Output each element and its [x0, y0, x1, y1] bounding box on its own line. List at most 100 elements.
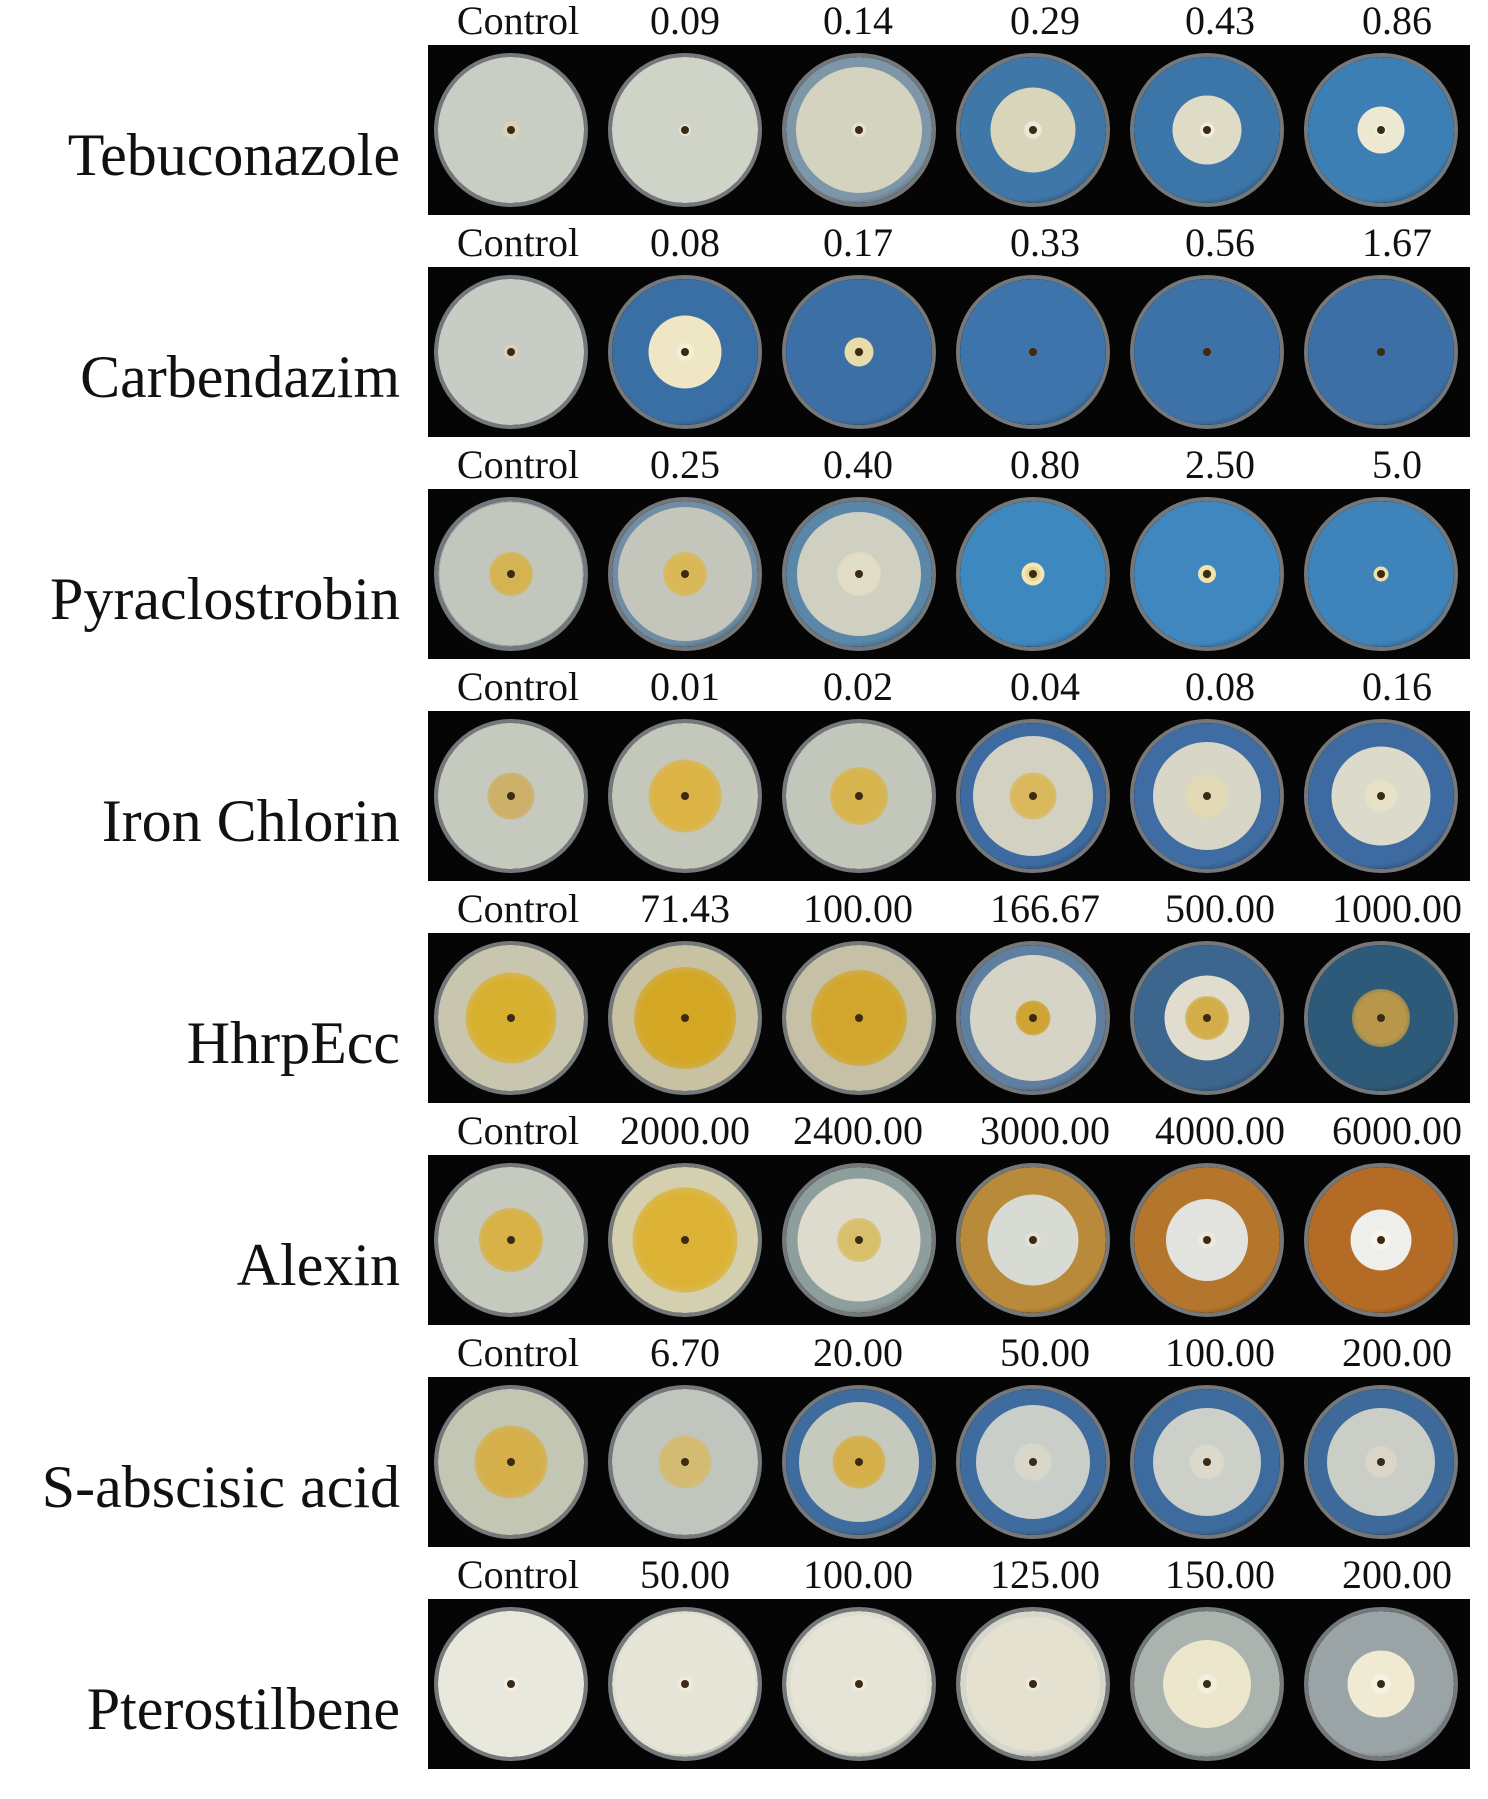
inoculum-plug	[1377, 126, 1385, 134]
petri-dish	[434, 1607, 588, 1761]
concentration-label: 0.29	[1010, 0, 1080, 43]
petri-dish	[1130, 941, 1284, 1095]
concentration-label: 0.08	[1185, 664, 1255, 709]
concentration-label: 100.00	[803, 1552, 913, 1597]
inoculum-plug	[1203, 1014, 1211, 1022]
concentration-label: 0.33	[1010, 220, 1080, 265]
petri-dish	[608, 719, 762, 873]
concentration-label: 0.04	[1010, 664, 1080, 709]
inoculum-plug	[1029, 1458, 1037, 1466]
plate-strip	[428, 45, 1470, 215]
inoculum-plug	[507, 1458, 515, 1466]
petri-dish	[1304, 497, 1458, 651]
inoculum-plug	[855, 1014, 863, 1022]
petri-dish	[782, 941, 936, 1095]
petri-dish	[956, 497, 1110, 651]
petri-dish	[1304, 1385, 1458, 1539]
petri-dish	[956, 53, 1110, 207]
petri-dish	[782, 275, 936, 429]
inoculum-plug	[507, 792, 515, 800]
inoculum-plug	[507, 348, 515, 356]
plate-row: Control 0.25 0.40 0.80 2.50 5.0 Pyraclostrobin	[0, 444, 1488, 666]
concentration-label: 0.25	[650, 442, 720, 487]
inoculum-plug	[855, 348, 863, 356]
petri-dish	[782, 719, 936, 873]
concentration-label: 0.08	[650, 220, 720, 265]
inoculum-plug	[1377, 1014, 1385, 1022]
plate-row: Control 71.43 100.00 166.67 500.00 1000.00 Hhr…	[0, 888, 1488, 1110]
petri-dish	[782, 1385, 936, 1539]
agent-label: Alexin	[236, 1232, 400, 1298]
petri-dish	[1304, 275, 1458, 429]
inoculum-plug	[1203, 1236, 1211, 1244]
concentration-label: 100.00	[1165, 1330, 1275, 1375]
concentration-label: 2000.00	[620, 1108, 750, 1153]
concentration-label: 2400.00	[793, 1108, 923, 1153]
concentration-label: 0.01	[650, 664, 720, 709]
plate-row: Control 0.08 0.17 0.33 0.56 1.67 Carbendazim	[0, 222, 1488, 444]
concentration-label: 6.70	[650, 1330, 720, 1375]
petri-dish	[1304, 53, 1458, 207]
plate-strip	[428, 267, 1470, 437]
inoculum-plug	[1377, 1458, 1385, 1466]
inoculum-plug	[681, 1680, 689, 1688]
plate-row: Control 2000.00 2400.00 3000.00 4000.00 6000.…	[0, 1110, 1488, 1332]
agent-label: Pyraclostrobin	[50, 566, 400, 632]
petri-dish	[782, 1607, 936, 1761]
inoculum-plug	[681, 1458, 689, 1466]
inoculum-plug	[1203, 1458, 1211, 1466]
petri-dish	[956, 719, 1110, 873]
plate-row: Control 50.00 100.00 125.00 150.00 200.00 Pter…	[0, 1554, 1488, 1776]
petri-dish	[434, 719, 588, 873]
agent-label: HhrpEcc	[186, 1010, 400, 1076]
inoculum-plug	[507, 126, 515, 134]
inoculum-plug	[855, 792, 863, 800]
inoculum-plug	[1029, 126, 1037, 134]
inoculum-plug	[1203, 348, 1211, 356]
inoculum-plug	[855, 126, 863, 134]
concentration-label: 50.00	[640, 1552, 730, 1597]
petri-dish	[608, 1607, 762, 1761]
concentration-label: Control	[456, 664, 580, 709]
concentration-label: 200.00	[1342, 1552, 1452, 1597]
agent-label: Pterostilbene	[86, 1676, 400, 1742]
agent-label: Tebuconazole	[67, 122, 400, 188]
inoculum-plug	[1203, 792, 1211, 800]
petri-dish	[956, 1385, 1110, 1539]
plate-strip	[428, 711, 1470, 881]
inoculum-plug	[1029, 348, 1037, 356]
concentration-label: 200.00	[1342, 1330, 1452, 1375]
inoculum-plug	[1029, 792, 1037, 800]
plate-strip	[428, 1155, 1470, 1325]
concentration-label: 0.56	[1185, 220, 1255, 265]
petri-dish	[608, 275, 762, 429]
petri-dish	[956, 1607, 1110, 1761]
petri-dish	[1130, 53, 1284, 207]
concentration-label: Control	[456, 0, 580, 43]
inoculum-plug	[681, 792, 689, 800]
petri-dish	[434, 497, 588, 651]
petri-dish	[434, 1385, 588, 1539]
inoculum-plug	[681, 348, 689, 356]
plate-strip	[428, 1599, 1470, 1769]
concentration-label: Control	[456, 220, 580, 265]
petri-dish	[1130, 719, 1284, 873]
plate-strip	[428, 933, 1470, 1103]
concentration-label: 166.67	[990, 886, 1100, 931]
inoculum-plug	[681, 570, 689, 578]
petri-dish	[1304, 941, 1458, 1095]
inoculum-plug	[681, 1014, 689, 1022]
concentration-label: Control	[456, 442, 580, 487]
concentration-label: 500.00	[1165, 886, 1275, 931]
concentration-label: 150.00	[1165, 1552, 1275, 1597]
inoculum-plug	[1029, 570, 1037, 578]
agent-label: Iron Chlorin	[101, 788, 400, 854]
inoculum-plug	[1203, 570, 1211, 578]
concentration-label: 125.00	[990, 1552, 1100, 1597]
inoculum-plug	[855, 1458, 863, 1466]
inoculum-plug	[1203, 1680, 1211, 1688]
inoculum-plug	[1377, 348, 1385, 356]
inoculum-plug	[1377, 792, 1385, 800]
petri-dish	[1130, 1607, 1284, 1761]
